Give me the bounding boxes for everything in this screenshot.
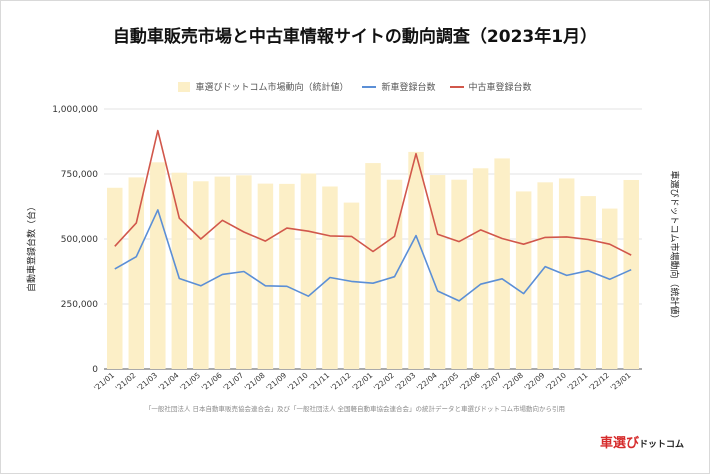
legend-label-used-car: 中古車登録台数 [468, 83, 532, 93]
bar [429, 175, 446, 369]
x-tick-label: '21/08 [243, 370, 267, 392]
x-tick-label: '22/08 [501, 370, 525, 392]
legend-label-new-car: 新車登録台数 [381, 83, 436, 93]
legend: 車選びドットコム市場動向（統計値） 新車登録台数 中古車登録台数 [0, 80, 710, 93]
bar [408, 151, 424, 369]
legend-item-market: 車選びドットコム市場動向（統計値） [178, 80, 348, 93]
bar [171, 172, 188, 369]
line-used-car [114, 129, 632, 256]
bar [150, 162, 166, 369]
bar [343, 202, 360, 369]
bar [494, 158, 510, 369]
x-tick-label: '22/04 [415, 370, 439, 392]
x-tick-label: '22/02 [372, 370, 396, 392]
legend-item-new-car: 新車登録台数 [362, 80, 436, 93]
bar [107, 187, 123, 369]
bar [623, 179, 639, 369]
x-tick-label: '22/11 [566, 370, 590, 392]
legend-label-market: 車選びドットコム市場動向（統計値） [195, 83, 349, 93]
x-tick-label: '22/07 [479, 370, 503, 392]
bar [365, 163, 381, 369]
bar [300, 173, 317, 369]
x-tick-label: '22/06 [458, 370, 482, 392]
logo-sub-text: ドットコム [639, 440, 685, 450]
source-note: 「一般社団法人 日本自動車販売協会連合会」及び「一般社団法人 全国軽自動車協会連… [144, 405, 566, 413]
x-tick-label: '21/09 [264, 370, 288, 392]
x-tick-label: '21/11 [307, 370, 331, 392]
bar [386, 179, 403, 369]
bar [515, 191, 532, 369]
bar [472, 168, 489, 369]
chart-title: 自動車販売市場と中古車情報サイトの動向調査（2023年1月） [112, 27, 598, 47]
legend-swatch-new-car [362, 85, 377, 88]
x-tick-label: '22/10 [544, 370, 568, 392]
bar [193, 181, 209, 369]
x-tick-label: '23/01 [609, 370, 633, 392]
brand-logo: 車選びドットコム [600, 432, 684, 451]
x-tick-label: '22/01 [350, 370, 374, 392]
y-tick-label: 1,000,000 [52, 105, 98, 115]
bar [537, 182, 553, 369]
x-tick-label: '21/12 [329, 370, 353, 392]
x-tick-label: '22/03 [393, 370, 417, 392]
x-tick-label: '22/09 [523, 370, 547, 392]
bar [558, 178, 575, 369]
x-tick-label: '21/10 [286, 370, 310, 392]
legend-item-used-car: 中古車登録台数 [449, 80, 532, 93]
bar [257, 183, 274, 369]
x-tick-label: '21/07 [221, 370, 245, 392]
bar [279, 183, 295, 369]
y-tick-label: 500,000 [61, 235, 98, 245]
bar [601, 208, 618, 369]
legend-swatch-used-car [449, 85, 464, 88]
bar [451, 179, 467, 369]
bar [128, 177, 145, 369]
y-tick-label: 750,000 [61, 170, 98, 180]
x-tick-label: '21/04 [157, 370, 181, 392]
logo-main-text: 車選び [600, 436, 640, 451]
x-tick-label: '21/06 [200, 370, 224, 392]
legend-swatch-market [178, 81, 191, 92]
y-tick-label: 0 [92, 365, 98, 375]
y-tick-label: 250,000 [61, 300, 98, 310]
x-tick-label: '21/05 [178, 370, 202, 392]
x-tick-label: '21/03 [135, 370, 159, 392]
bar [214, 176, 231, 369]
line-new-car [114, 209, 632, 302]
x-tick-label: '22/12 [587, 370, 611, 392]
bar [580, 196, 596, 369]
x-tick-label: '22/05 [436, 370, 460, 392]
x-tick-label: '21/02 [114, 370, 138, 392]
